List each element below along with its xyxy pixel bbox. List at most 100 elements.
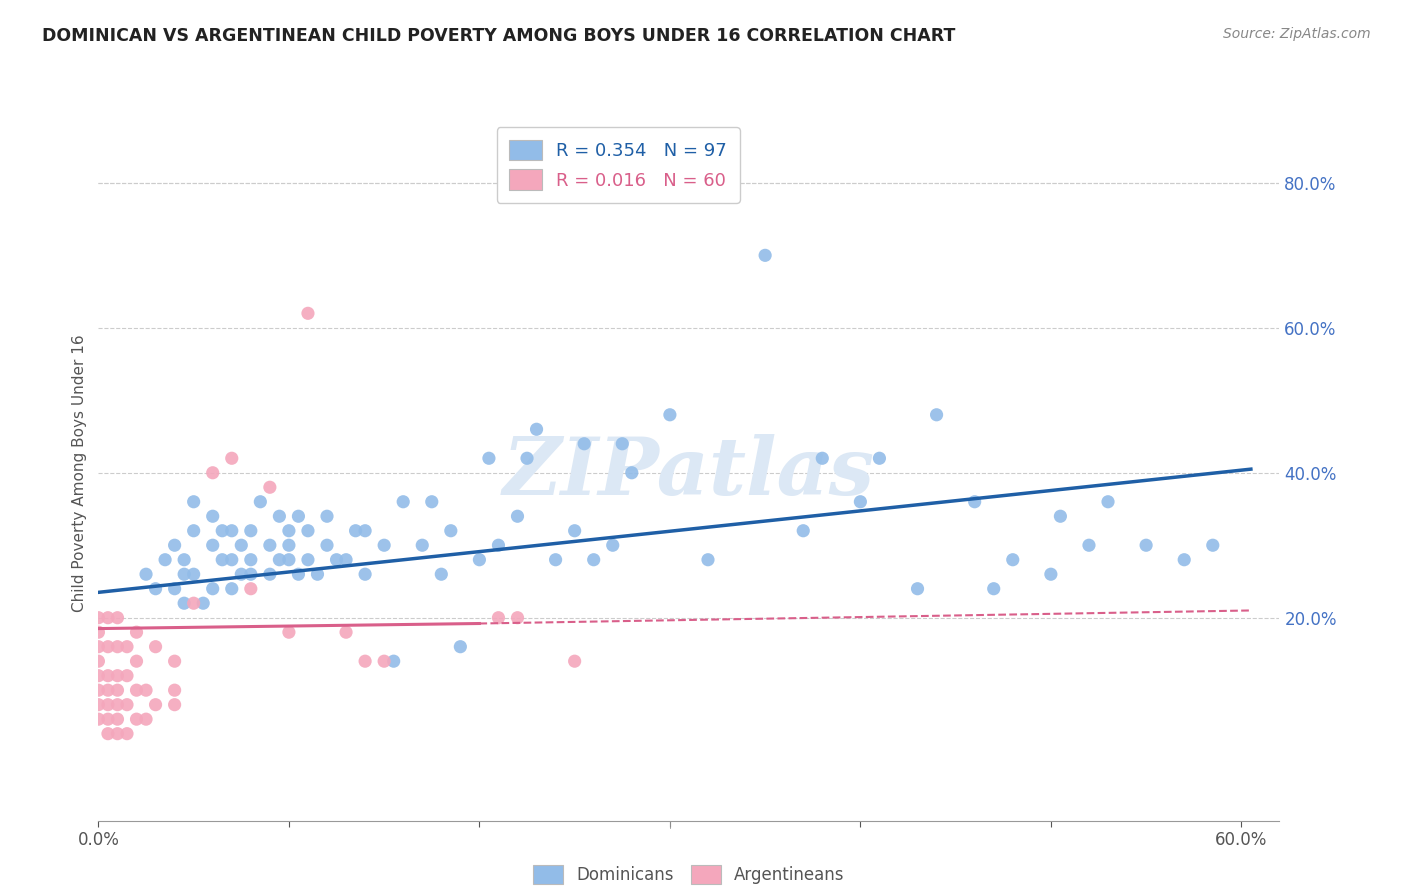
Point <box>145 640 167 654</box>
Point <box>87 654 110 668</box>
Point <box>201 509 224 524</box>
Point <box>201 582 224 596</box>
Point <box>792 524 814 538</box>
Point <box>239 567 262 582</box>
Point <box>287 509 309 524</box>
Point <box>97 640 120 654</box>
Point <box>173 596 195 610</box>
Point <box>221 524 243 538</box>
Point <box>868 451 890 466</box>
Point <box>97 669 120 683</box>
Point <box>259 538 281 552</box>
Legend: Dominicans, Argentineans: Dominicans, Argentineans <box>524 856 853 892</box>
Point <box>602 538 624 552</box>
Point <box>107 610 129 624</box>
Point <box>963 494 986 508</box>
Point <box>1078 538 1101 552</box>
Point <box>269 552 291 567</box>
Point <box>163 683 186 698</box>
Point <box>173 552 195 567</box>
Point <box>307 567 329 582</box>
Point <box>183 596 205 610</box>
Text: DOMINICAN VS ARGENTINEAN CHILD POVERTY AMONG BOYS UNDER 16 CORRELATION CHART: DOMINICAN VS ARGENTINEAN CHILD POVERTY A… <box>42 27 956 45</box>
Point <box>354 654 377 668</box>
Text: Source: ZipAtlas.com: Source: ZipAtlas.com <box>1223 27 1371 41</box>
Point <box>277 538 299 552</box>
Point <box>382 654 405 668</box>
Point <box>201 466 224 480</box>
Point <box>506 509 529 524</box>
Point <box>125 683 148 698</box>
Point <box>163 654 186 668</box>
Point <box>163 582 186 596</box>
Point <box>297 524 319 538</box>
Point <box>430 567 453 582</box>
Text: ZIPatlas: ZIPatlas <box>503 434 875 511</box>
Point <box>183 494 205 508</box>
Point <box>754 248 776 262</box>
Point <box>107 669 129 683</box>
Point <box>344 524 367 538</box>
Point <box>1202 538 1225 552</box>
Y-axis label: Child Poverty Among Boys Under 16: Child Poverty Among Boys Under 16 <box>72 334 87 612</box>
Point <box>107 640 129 654</box>
Point <box>135 567 157 582</box>
Point <box>488 538 510 552</box>
Point <box>316 509 339 524</box>
Point <box>373 538 395 552</box>
Point <box>87 683 110 698</box>
Point <box>97 698 120 712</box>
Point <box>572 436 595 450</box>
Point <box>115 726 138 740</box>
Point <box>97 610 120 624</box>
Point <box>211 552 233 567</box>
Point <box>392 494 415 508</box>
Point <box>1173 552 1195 567</box>
Point <box>297 552 319 567</box>
Point <box>107 698 129 712</box>
Point <box>1135 538 1157 552</box>
Point <box>1001 552 1024 567</box>
Point <box>468 552 491 567</box>
Point <box>97 683 120 698</box>
Point <box>526 422 548 436</box>
Point <box>277 552 299 567</box>
Point <box>221 552 243 567</box>
Point <box>335 625 357 640</box>
Point <box>277 625 299 640</box>
Point <box>221 582 243 596</box>
Point <box>239 552 262 567</box>
Point <box>239 524 262 538</box>
Point <box>259 567 281 582</box>
Point <box>983 582 1005 596</box>
Point <box>183 524 205 538</box>
Point <box>325 552 347 567</box>
Point <box>697 552 720 567</box>
Point <box>135 683 157 698</box>
Point <box>269 509 291 524</box>
Point <box>335 552 357 567</box>
Point <box>1097 494 1119 508</box>
Point <box>183 567 205 582</box>
Point <box>907 582 929 596</box>
Point <box>201 538 224 552</box>
Point <box>87 698 110 712</box>
Point <box>193 596 215 610</box>
Point <box>316 538 339 552</box>
Point <box>87 640 110 654</box>
Point <box>125 625 148 640</box>
Point <box>620 466 643 480</box>
Point <box>97 712 120 726</box>
Point <box>564 654 586 668</box>
Point <box>420 494 443 508</box>
Point <box>354 524 377 538</box>
Point <box>612 436 634 450</box>
Point <box>115 640 138 654</box>
Point <box>107 683 129 698</box>
Point <box>506 610 529 624</box>
Point <box>811 451 834 466</box>
Point <box>658 408 681 422</box>
Point <box>297 306 319 320</box>
Point <box>582 552 605 567</box>
Point <box>87 712 110 726</box>
